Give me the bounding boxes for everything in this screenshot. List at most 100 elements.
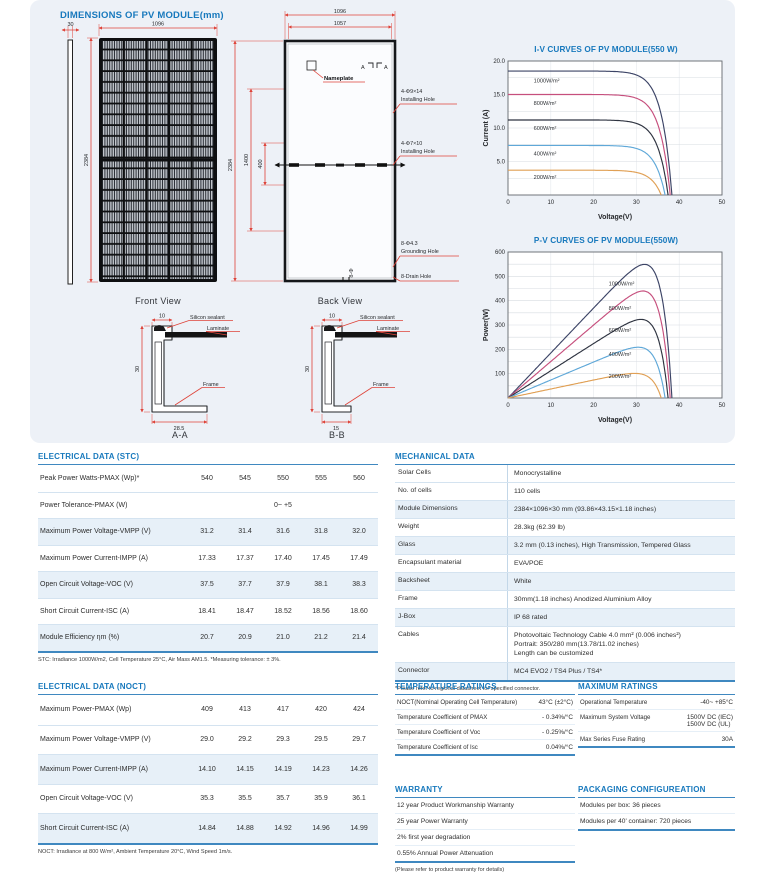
row-label: Cables: [398, 631, 420, 638]
kv-row: Temperature Coefficient of Voc - 0.25%/°C: [395, 724, 575, 739]
kv-label: Temperature Coefficient of Isc: [397, 743, 478, 751]
curve-label: 200W/m²: [534, 175, 557, 181]
table-row: Weight 28.3kg (62.39 lb): [395, 518, 735, 536]
row-value: 35.5: [238, 795, 252, 803]
kv-row: Operational Temperature -40~ +85°C: [578, 695, 735, 709]
bb-dim-30: 30: [305, 366, 311, 372]
svg-text:Current (A): Current (A): [483, 110, 490, 147]
curve-label: 600W/m²: [609, 328, 632, 334]
row-value: 540: [201, 474, 213, 482]
svg-text:Power(W): Power(W): [483, 309, 490, 341]
section-aa-drawing: 10 30 28.5 Silicon sealant Laminate Fram…: [135, 314, 240, 432]
electrical-stc-footnote: STC: Irradiance 1000W/m2, Cell Temperatu…: [38, 656, 281, 663]
grounding-hole-label: 8-Φ4.3: [401, 241, 418, 247]
bb-sealant: [324, 325, 336, 331]
svg-text:200: 200: [495, 347, 506, 353]
curve-800W/m²: [507, 290, 671, 399]
svg-text:Voltage(V): Voltage(V): [598, 417, 632, 424]
kv-row: Maximum System Voltage 1500V DC (IEC) 150…: [578, 709, 735, 731]
kv-row: Max Series Fuse Rating 30A: [578, 731, 735, 746]
drain-hole-label: 8-Drain Hole: [401, 274, 431, 280]
iv-chart-plot: 0 10 20 30 40 50 5.0 10.0 15.0 20.0 Voltage(V) Curr…: [483, 59, 726, 221]
row-value: 35.7: [276, 795, 290, 803]
row-value: 38.1: [314, 581, 328, 589]
row-label: Maximum Power Voltage-VMPP (V): [40, 736, 151, 744]
svg-text:40: 40: [676, 200, 683, 206]
value-line: IP 68 rated: [514, 614, 548, 621]
kv-row: Temperature Coefficient of PMAX - 0.34%/°…: [395, 709, 575, 724]
row-value: 14.23: [312, 765, 330, 773]
svg-text:100: 100: [495, 372, 506, 378]
value-line: Photovoltaic Technology Cable 4.0 mm² (0…: [514, 632, 681, 639]
svg-text:50: 50: [719, 403, 726, 409]
row-value: 420: [315, 706, 327, 714]
row-label: Module Efficiency ηm (%): [40, 634, 120, 642]
module-side-profile: [67, 39, 73, 285]
bb-frame-label: Frame: [373, 382, 389, 388]
row-value: 417: [277, 706, 289, 714]
mechanical-footnote: *Please refer to regional datasheet for …: [395, 686, 541, 692]
maximum-ratings-table: Operational Temperature -40~ +85°C Maximum…: [578, 694, 735, 748]
value-line: Portrait: 350/280 mm(13.78/11.02 inches): [514, 641, 639, 648]
packaging-section: PACKAGING CONFIGUREATION Modules per box…: [578, 785, 735, 831]
curve-200W/m²: [508, 169, 662, 196]
row-label: Maximum Power Current-IMPP (A): [40, 765, 149, 773]
table-row: Maximum Power-PMAX (Wp) 409 413 417 420 424: [38, 695, 378, 725]
list-item: Modules per 40' container: 720 pieces: [578, 813, 735, 829]
warranty-list: 12 year Product Workmanship Warranty 25 y…: [395, 797, 575, 863]
table-row: Maximum Power Current-IMPP (A) 14.10 14.15…: [38, 754, 378, 784]
kv-row: Temperature Coefficient of Isc 0.04%/°C: [395, 739, 575, 754]
row-value: 14.92: [274, 824, 292, 832]
curve-label: 200W/m²: [609, 374, 632, 380]
kv-value: 0.04%/°C: [545, 743, 573, 751]
aa-dim-285: 28.5: [174, 426, 185, 432]
row-value: 35.3: [200, 795, 214, 803]
svg-text:10.0: 10.0: [493, 126, 505, 132]
row-label: Module Dimensions: [398, 505, 458, 512]
section-mark-a-right: A: [384, 65, 388, 71]
list-item: 0.55% Annual Power Attenuation: [395, 845, 575, 861]
row-label: Encapsulant material: [398, 559, 462, 566]
warranty-title: WARRANTY: [395, 785, 443, 794]
back-module-frame: [283, 39, 397, 283]
row-value: 18.47: [236, 607, 254, 615]
electrical-stc-title: ELECTRICAL DATA (STC): [38, 452, 140, 461]
front-dim-30: 30: [67, 22, 73, 28]
row-label: Glass: [398, 541, 416, 548]
aa-laminate-label: Laminate: [207, 326, 229, 332]
table-row: Connector MC4 EVO2 / TS4 Plus / TS4*: [395, 662, 735, 680]
row-value: 29.2: [238, 736, 252, 744]
row-value: 18.52: [274, 607, 292, 615]
row-label: Backsheet: [398, 577, 430, 584]
svg-text:40: 40: [676, 403, 683, 409]
aa-laminate: [165, 332, 227, 338]
row-value: 29.0: [200, 736, 214, 744]
section-mark-a-left: A: [361, 65, 365, 71]
mechanical-section: MECHANICAL DATA Solar Cells Monocrystalli…: [395, 452, 735, 692]
row-value: White: [507, 573, 735, 590]
value-line: EVA/POE: [514, 560, 544, 567]
row-label: J-Box: [398, 613, 416, 620]
list-item: 12 year Product Workmanship Warranty: [397, 802, 514, 809]
row-value: 21.2: [314, 634, 328, 642]
nameplate-label: Nameplate: [324, 76, 354, 82]
curve-200W/m²: [507, 372, 662, 399]
maximum-ratings-title: MAXIMUM RATINGS: [578, 682, 658, 691]
row-label: Open Circuit Voltage-VOC (V): [40, 795, 133, 803]
mechanical-title: MECHANICAL DATA: [395, 452, 475, 461]
row-label: Maximum Power Voltage-VMPP (V): [40, 528, 151, 536]
row-value: 2384×1096×30 mm (93.86×43.15×1.18 inches…: [507, 501, 735, 518]
row-value: 37.7: [238, 581, 252, 589]
row-value: 14.15: [236, 765, 254, 773]
packaging-title: PACKAGING CONFIGUREATION: [578, 785, 706, 794]
table-row: Cables Photovoltaic Technology Cable 4.0 …: [395, 626, 735, 662]
row-value: 18.56: [312, 607, 330, 615]
electrical-noct-section: ELECTRICAL DATA (NOCT) Maximum Power-PMA…: [38, 682, 378, 855]
installing-hole-1-label: 4-Φ9×14: [401, 89, 422, 95]
table-row: Backsheet White: [395, 572, 735, 590]
table-row: Open Circuit Voltage-VOC (V) 37.5 37.7 37.9…: [38, 571, 378, 598]
kv-value: 1500V DC (IEC) 1500V DC (UL): [686, 713, 733, 728]
warranty-footnote: (Please refer to product warranty for de…: [395, 867, 505, 873]
temperature-ratings-title: TEMPERATURE RATINGS: [395, 682, 497, 691]
